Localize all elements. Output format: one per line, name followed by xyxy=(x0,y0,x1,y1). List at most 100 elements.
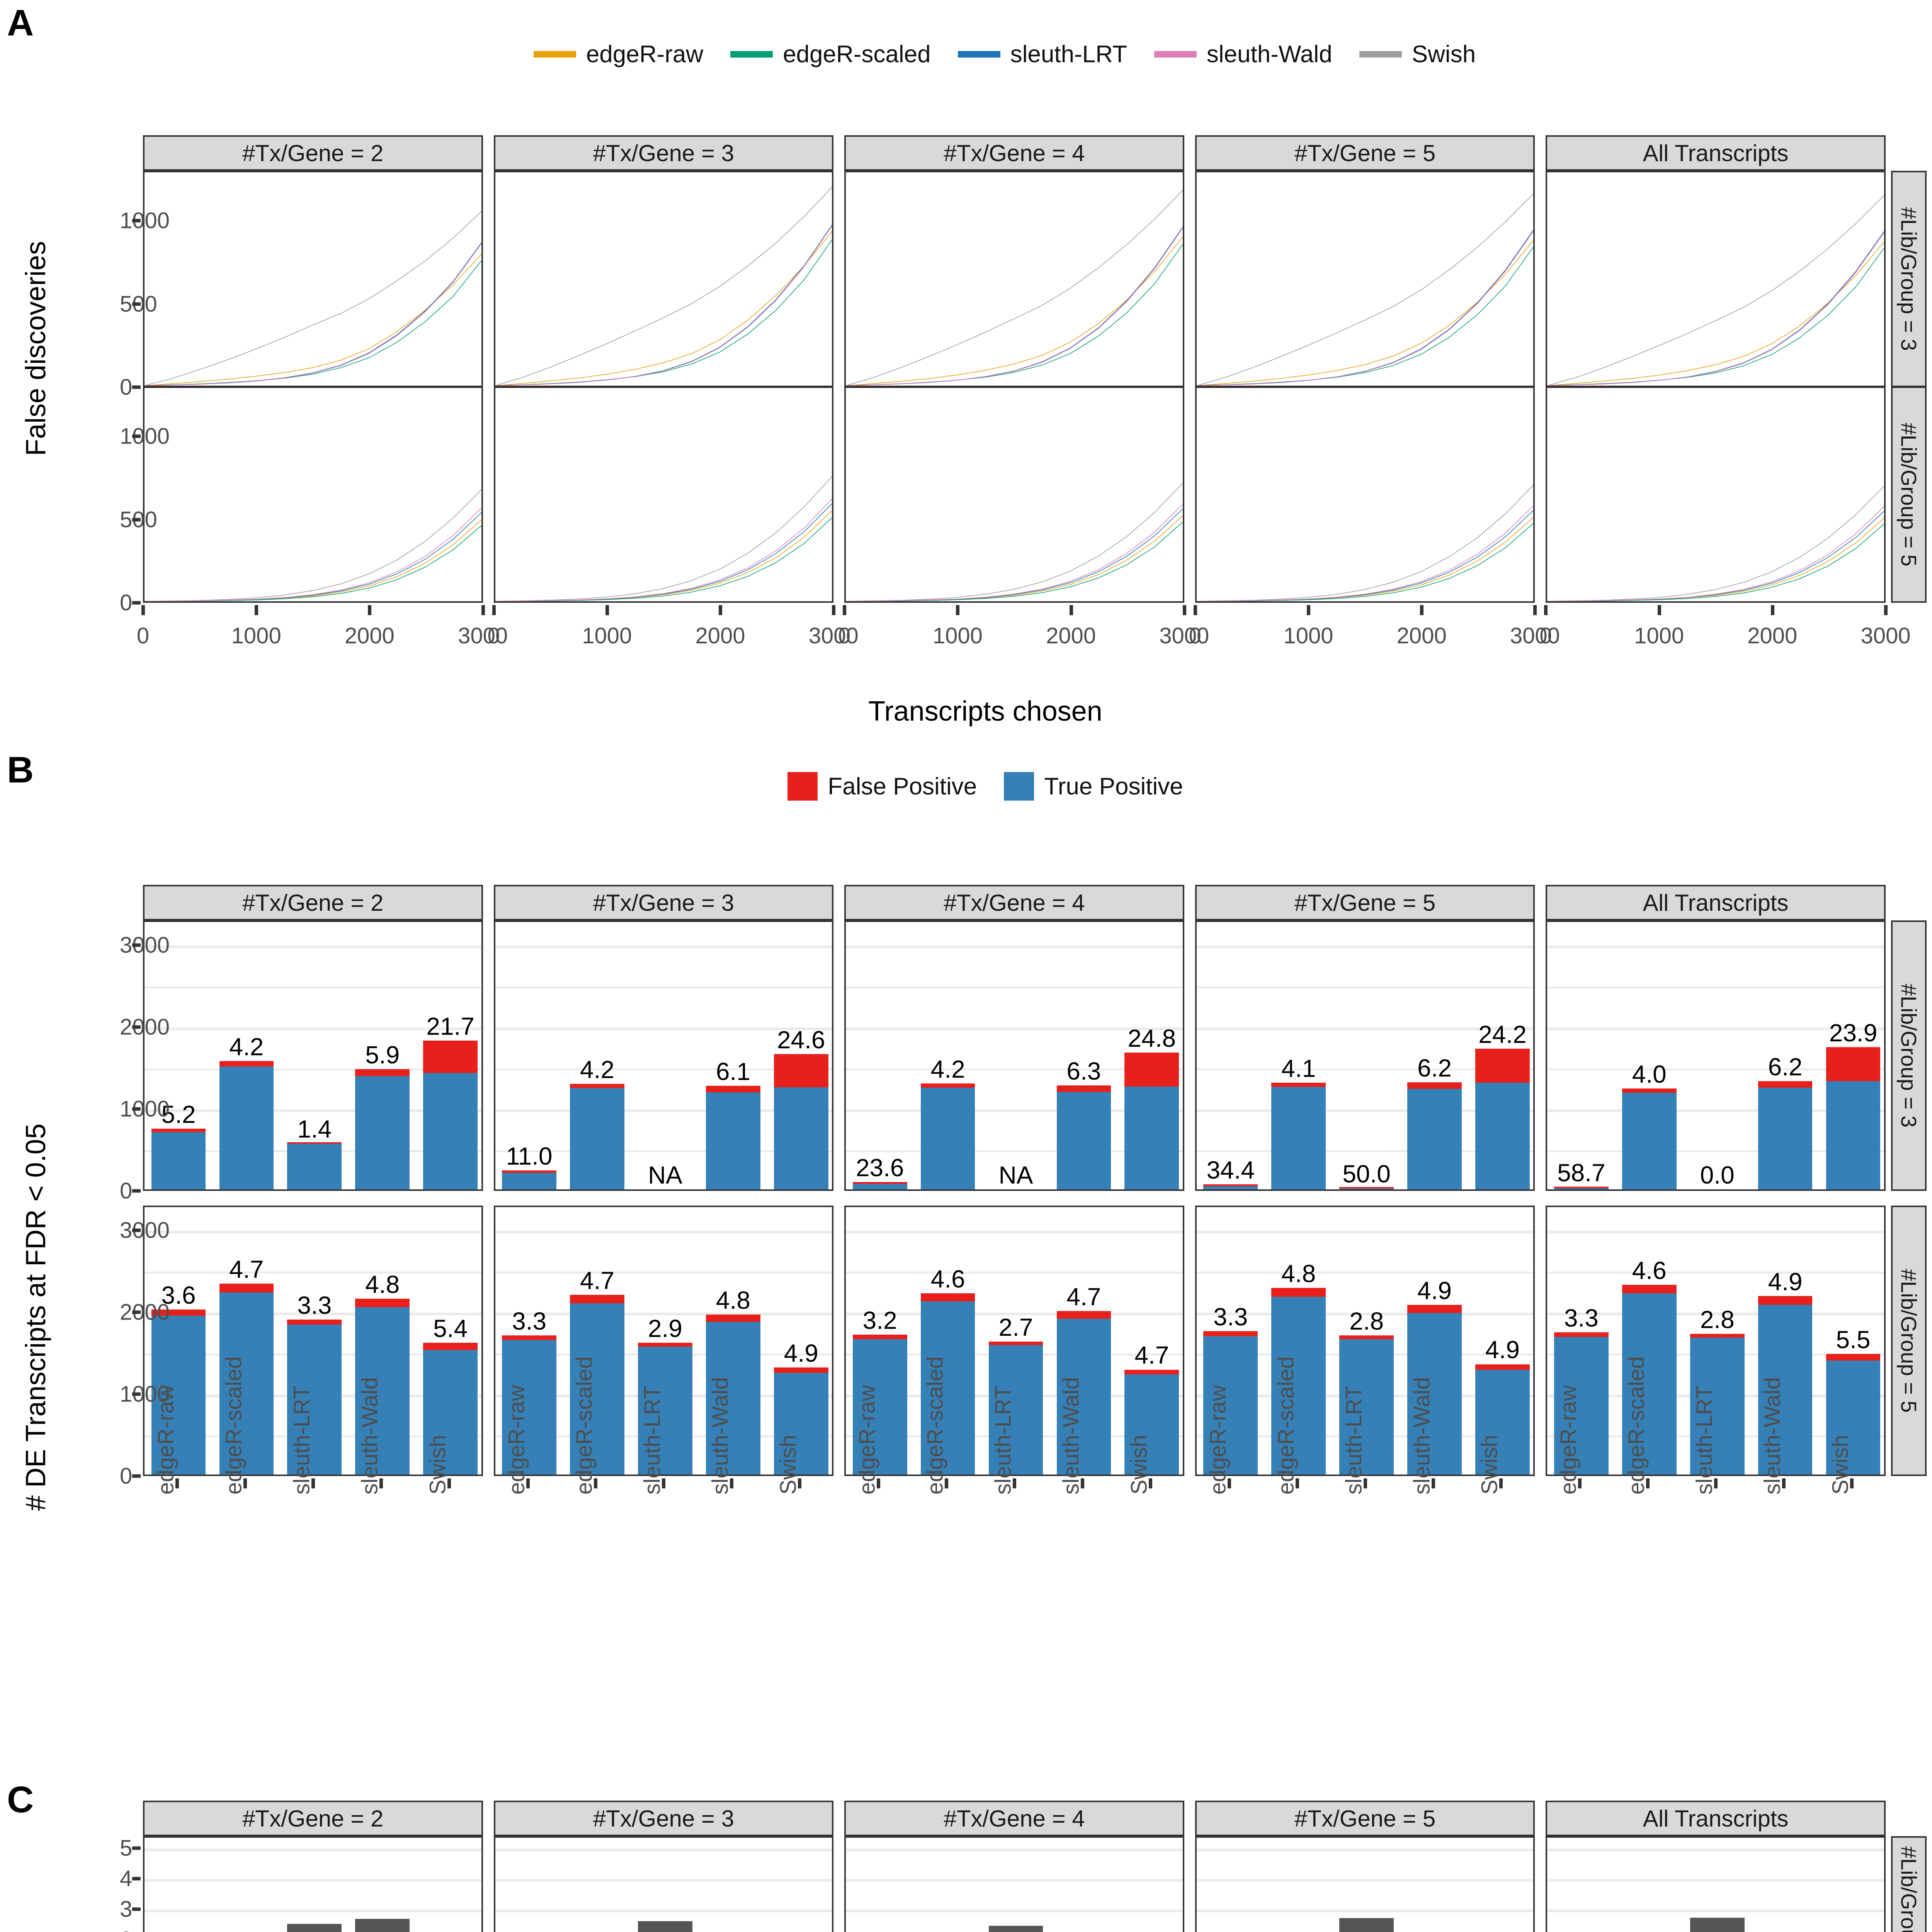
bar-edger-scaled[interactable] xyxy=(570,1083,624,1189)
bar-sleuth-lrt[interactable] xyxy=(1339,1335,1394,1475)
bar-segment-true-positive xyxy=(287,1324,342,1475)
bar-edger-raw[interactable] xyxy=(151,1310,206,1475)
bar-sleuth-wald[interactable] xyxy=(1056,1085,1111,1189)
bar-sleuth-lrt[interactable] xyxy=(1690,1917,1745,1932)
line-sleuth-wald xyxy=(1547,507,1884,601)
x-tick-mark xyxy=(1295,1478,1299,1488)
y-tick-mark xyxy=(132,1392,141,1396)
bar-sleuth-lrt[interactable] xyxy=(638,1921,692,1932)
line-edger-raw xyxy=(1197,517,1534,601)
bar-swish[interactable] xyxy=(774,1367,828,1475)
bar-segment-true-positive xyxy=(287,1144,342,1189)
x-tick-label-swish: Swish xyxy=(776,1435,801,1495)
legend-label: sleuth-LRT xyxy=(1010,41,1127,68)
legend-item-swish[interactable]: Swish xyxy=(1359,41,1476,68)
bar-edger-raw[interactable] xyxy=(151,1129,206,1189)
bar-sleuth-lrt[interactable] xyxy=(1339,1918,1394,1932)
bar-value-label: 5.9 xyxy=(365,1041,400,1069)
bar-sleuth-wald[interactable] xyxy=(355,1069,410,1189)
bar-sleuth-wald[interactable] xyxy=(706,1086,760,1189)
bar-edger-scaled[interactable] xyxy=(1271,1082,1326,1189)
bar-edger-scaled[interactable] xyxy=(920,1083,975,1189)
bar-sleuth-lrt[interactable] xyxy=(1690,1333,1745,1475)
bar-segment-true-positive xyxy=(1758,1304,1813,1475)
bar-edger-raw[interactable] xyxy=(1203,1184,1258,1189)
bar-sleuth-lrt[interactable] xyxy=(287,1319,342,1475)
facet-strip-right-label: #Lib/Group = 5 xyxy=(1896,1269,1921,1413)
gridline xyxy=(1547,1230,1884,1233)
x-tick-mark xyxy=(1227,1478,1231,1488)
x-tick-mark xyxy=(594,1478,598,1488)
bar-edger-scaled[interactable] xyxy=(1622,1088,1677,1189)
bar-swish[interactable] xyxy=(1826,1047,1881,1189)
x-tick-label-edger-scaled: edgeR-scaled xyxy=(571,1356,597,1495)
bar-segment-false-positive xyxy=(1407,1304,1462,1313)
bar-edger-raw[interactable] xyxy=(852,1182,907,1189)
bar-segment-false-positive xyxy=(1622,1284,1677,1294)
bar-segment-false-positive xyxy=(706,1086,760,1092)
bar-segment-false-positive xyxy=(502,1335,556,1340)
x-tick-label: 0 xyxy=(1539,623,1552,648)
bar-sleuth-wald[interactable] xyxy=(1407,1082,1462,1189)
bar-sleuth-wald[interactable] xyxy=(1758,1081,1813,1189)
bar-edger-scaled[interactable] xyxy=(219,1283,274,1475)
bar-sleuth-wald[interactable] xyxy=(706,1314,760,1475)
legend-item-edger-raw[interactable]: edgeR-raw xyxy=(533,41,703,68)
bar-segment-false-positive xyxy=(1690,1333,1745,1338)
bar-sleuth-lrt[interactable] xyxy=(988,1926,1043,1932)
bar-edger-scaled[interactable] xyxy=(219,1061,274,1189)
facet-plot-1-5 xyxy=(1546,1836,1886,1932)
bar-swish[interactable] xyxy=(423,1343,478,1475)
bar-sleuth-lrt[interactable] xyxy=(287,1923,342,1932)
bar-edger-scaled[interactable] xyxy=(1271,1287,1326,1475)
bar-swish[interactable] xyxy=(1124,1052,1179,1189)
legend-item-false-positive[interactable]: False Positive xyxy=(787,772,977,801)
bar-sleuth-lrt[interactable] xyxy=(638,1343,692,1475)
bar-sleuth-wald[interactable] xyxy=(1758,1296,1813,1475)
facet-strip-label: #Tx/Gene = 4 xyxy=(944,889,1085,916)
bar-sleuth-wald[interactable] xyxy=(355,1299,410,1475)
bar-sleuth-wald[interactable] xyxy=(355,1919,410,1932)
bar-sleuth-lrt[interactable] xyxy=(1339,1187,1394,1189)
bar-segment-false-positive xyxy=(988,1341,1043,1345)
bar-edger-scaled[interactable] xyxy=(1622,1284,1677,1475)
bar-swish[interactable] xyxy=(774,1054,828,1189)
bar-edger-scaled[interactable] xyxy=(570,1294,624,1475)
gridline xyxy=(1196,1909,1534,1912)
bar-swish[interactable] xyxy=(1475,1049,1530,1189)
gridline xyxy=(846,1109,1183,1112)
x-tick-label: 3000 xyxy=(458,623,508,648)
bar-swish[interactable] xyxy=(423,1041,478,1189)
bar-swish[interactable] xyxy=(1124,1369,1179,1475)
bar-swish[interactable] xyxy=(1475,1364,1530,1475)
gridline xyxy=(495,945,832,948)
bar-swish[interactable] xyxy=(1826,1354,1881,1475)
bar-edger-raw[interactable] xyxy=(502,1335,556,1475)
facet-strip-label: #Tx/Gene = 2 xyxy=(242,1805,384,1832)
legend-item-sleuth-lrt[interactable]: sleuth-LRT xyxy=(957,41,1127,68)
bar-sleuth-wald[interactable] xyxy=(1407,1304,1462,1475)
bar-edger-raw[interactable] xyxy=(852,1335,907,1475)
bar-edger-scaled[interactable] xyxy=(920,1293,975,1475)
bar-sleuth-lrt[interactable] xyxy=(988,1341,1043,1475)
facet-plot-1-3 xyxy=(844,1836,1184,1932)
bar-sleuth-wald[interactable] xyxy=(1056,1311,1111,1475)
gridline xyxy=(1196,1849,1534,1852)
bar-segment-true-positive xyxy=(355,1307,410,1475)
legend-item-edger-scaled[interactable]: edgeR-scaled xyxy=(730,41,931,68)
bar-sleuth-lrt[interactable] xyxy=(287,1142,342,1189)
bar-value-label: 4.6 xyxy=(930,1265,965,1293)
bar-edger-raw[interactable] xyxy=(502,1170,556,1189)
panel-a-legend: edgeR-raw edgeR-scaled sleuth-LRT sleuth-Wa… xyxy=(348,37,1662,71)
x-tick-mark xyxy=(481,605,485,615)
facet-strip-top: All Transcripts xyxy=(1546,885,1886,920)
bar-edger-raw[interactable] xyxy=(1554,1332,1609,1475)
bar-edger-raw[interactable] xyxy=(1554,1187,1609,1189)
facet-plot-2-1 xyxy=(143,386,483,603)
x-tick-label: 1000 xyxy=(932,623,983,648)
y-tick-mark xyxy=(132,1877,141,1881)
bar-segment-false-positive xyxy=(1056,1085,1111,1092)
legend-item-true-positive[interactable]: True Positive xyxy=(1004,772,1183,801)
legend-item-sleuth-wald[interactable]: sleuth-Wald xyxy=(1154,41,1332,68)
bar-edger-raw[interactable] xyxy=(1203,1331,1258,1475)
